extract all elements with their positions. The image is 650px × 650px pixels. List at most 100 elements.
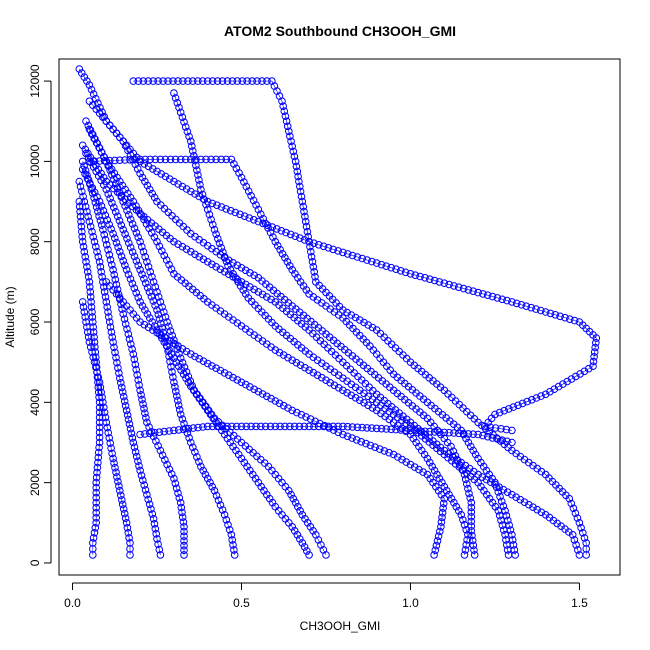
data-point bbox=[290, 422, 299, 431]
data-point bbox=[187, 438, 195, 447]
data-point bbox=[502, 536, 510, 544]
data-point bbox=[128, 220, 137, 228]
data-point bbox=[447, 494, 456, 503]
data-point bbox=[304, 232, 313, 241]
data-point bbox=[109, 229, 117, 238]
data-point bbox=[216, 501, 225, 509]
data-point bbox=[166, 327, 175, 335]
data-point bbox=[179, 518, 188, 526]
data-point bbox=[273, 225, 281, 233]
data-point bbox=[368, 404, 377, 412]
data-point bbox=[99, 278, 107, 286]
data-point bbox=[105, 318, 114, 326]
data-point bbox=[491, 480, 499, 489]
data-point bbox=[83, 171, 91, 179]
data-point bbox=[537, 508, 546, 517]
data-point bbox=[92, 203, 101, 211]
data-point bbox=[167, 265, 176, 274]
data-point bbox=[170, 339, 178, 348]
data-point bbox=[462, 526, 471, 534]
data-point bbox=[113, 184, 122, 192]
data-point bbox=[469, 430, 478, 439]
data-point bbox=[570, 536, 579, 544]
data-point bbox=[92, 242, 100, 251]
data-point bbox=[220, 511, 229, 519]
data-point bbox=[362, 439, 370, 448]
data-point bbox=[491, 424, 500, 432]
data-point bbox=[497, 516, 505, 525]
data-point bbox=[148, 510, 157, 518]
data-point bbox=[156, 551, 165, 559]
data-point bbox=[180, 419, 188, 428]
data-point bbox=[283, 258, 292, 266]
data-point bbox=[147, 292, 156, 301]
data-point bbox=[565, 494, 574, 503]
data-point bbox=[83, 263, 91, 271]
data-point bbox=[144, 77, 152, 85]
data-point bbox=[303, 519, 312, 527]
data-point bbox=[580, 367, 589, 376]
data-point bbox=[258, 390, 267, 398]
data-point bbox=[155, 428, 164, 437]
data-point bbox=[493, 435, 502, 443]
data-point bbox=[167, 470, 176, 478]
data-point bbox=[525, 500, 533, 509]
data-point bbox=[118, 388, 127, 396]
data-point bbox=[582, 545, 591, 553]
data-point bbox=[334, 384, 343, 392]
data-point bbox=[143, 181, 152, 190]
data-point bbox=[172, 387, 180, 396]
x-axis: 0.0 0.5 1.0 1.5 bbox=[64, 582, 588, 610]
data-point bbox=[104, 190, 112, 198]
data-point bbox=[100, 181, 108, 189]
data-point bbox=[430, 428, 439, 436]
data-point bbox=[125, 211, 133, 219]
data-point bbox=[541, 308, 550, 316]
data-point bbox=[220, 369, 229, 377]
y-tick-label: 6000 bbox=[28, 308, 42, 335]
data-point bbox=[125, 420, 134, 428]
data-point bbox=[582, 539, 591, 547]
data-point bbox=[269, 233, 277, 241]
data-point bbox=[88, 308, 96, 316]
data-point bbox=[281, 253, 289, 262]
data-point bbox=[508, 426, 516, 435]
data-point bbox=[89, 551, 97, 559]
data-point bbox=[222, 205, 230, 213]
data-point bbox=[494, 488, 503, 496]
data-point bbox=[78, 69, 86, 77]
data-point bbox=[287, 490, 295, 499]
data-point bbox=[131, 160, 140, 169]
data-point bbox=[89, 353, 97, 362]
data-point bbox=[280, 107, 289, 115]
data-point bbox=[319, 422, 328, 431]
data-point bbox=[89, 232, 97, 241]
data-point bbox=[309, 368, 318, 377]
data-point bbox=[554, 382, 563, 391]
data-point bbox=[180, 363, 189, 372]
data-point bbox=[118, 500, 127, 509]
data-point bbox=[233, 77, 242, 85]
data-point bbox=[218, 77, 227, 85]
data-point bbox=[572, 541, 580, 549]
data-point bbox=[435, 428, 444, 437]
data-point bbox=[131, 448, 140, 456]
data-point bbox=[94, 207, 102, 216]
data-point bbox=[108, 333, 116, 341]
data-point bbox=[139, 77, 148, 85]
data-point bbox=[155, 242, 164, 251]
data-point bbox=[288, 406, 297, 415]
data-point bbox=[392, 265, 400, 274]
data-point bbox=[84, 154, 93, 162]
data-point bbox=[430, 276, 439, 285]
data-point bbox=[203, 422, 212, 431]
data-point bbox=[147, 505, 155, 513]
data-point bbox=[430, 466, 439, 475]
data-point bbox=[190, 152, 198, 160]
data-point bbox=[79, 242, 88, 251]
data-point bbox=[329, 426, 338, 434]
data-point bbox=[170, 426, 178, 435]
data-point bbox=[81, 252, 89, 261]
data-point bbox=[500, 406, 509, 415]
data-point bbox=[145, 288, 154, 296]
